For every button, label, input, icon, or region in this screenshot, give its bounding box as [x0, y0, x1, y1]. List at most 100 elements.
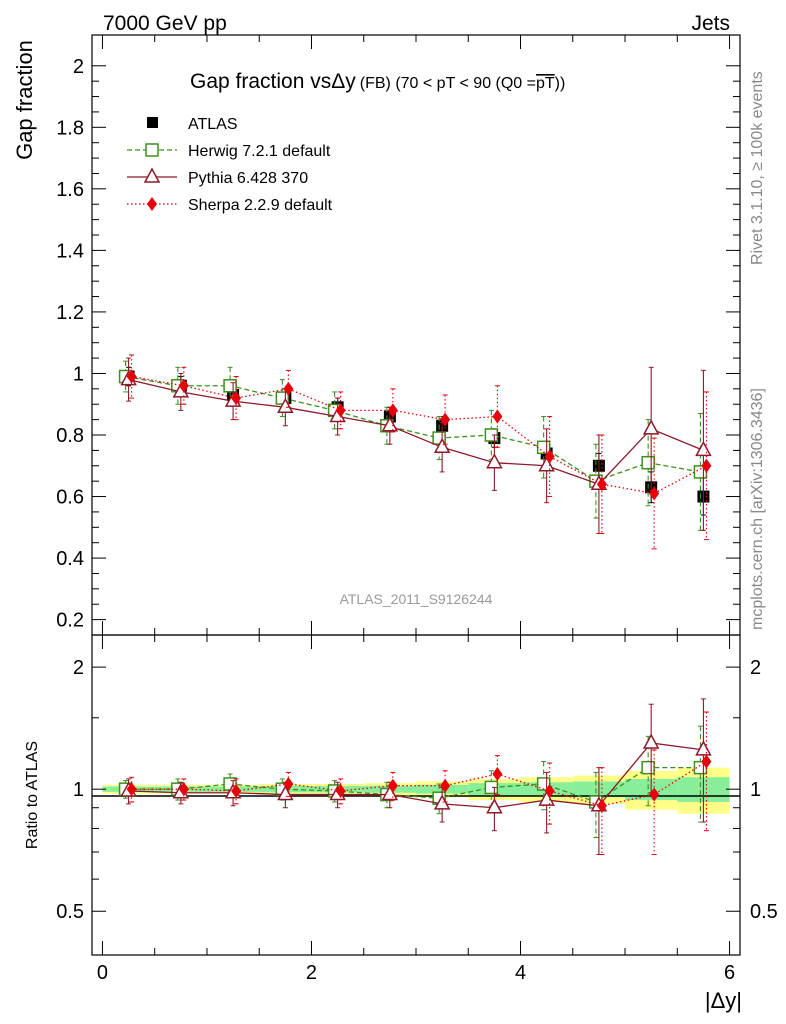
main-chart-title: Gap fraction vsΔy (FB) (70 < pT < 90 (Q0 …: [190, 70, 565, 93]
main-sherpa-point: [492, 409, 503, 424]
main-y-axis-label: Gap fraction: [12, 40, 37, 160]
main-panel: Gap fraction 0.20.40.60.811.21.41.61.82 …: [12, 34, 741, 636]
ratio-pythia-line: [128, 742, 704, 809]
ratio-sherpa-point: [492, 766, 503, 781]
ratio-sherpa-point: [440, 778, 451, 793]
x-axis-label: |Δy|: [705, 988, 742, 1013]
legend-entry-herwig: Herwig 7.2.1 default: [127, 143, 331, 160]
legend-herwig-marker: [145, 143, 159, 157]
ratio-series-group: [118, 698, 712, 856]
main-pythia-point: [538, 456, 555, 472]
main-sherpa-point: [283, 381, 294, 396]
ratio-plot-frame: [91, 634, 741, 956]
ratio-sherpa-point: [387, 778, 398, 793]
x-tick-label: 4: [515, 962, 526, 984]
main-pythia-point: [486, 453, 503, 469]
ratio-y-tick-label-right: 0.5: [750, 901, 778, 923]
ratio-pythia-point: [486, 798, 503, 814]
ratio-sherpa-line: [131, 760, 707, 807]
legend-atlas-marker: [147, 117, 158, 128]
main-pythia-point: [642, 419, 660, 435]
main-sherpa-point: [649, 486, 660, 501]
header-process-label: Jets: [691, 12, 730, 35]
title-selection-text: (FB) (70 < pT < 90 (Q0 =: [360, 75, 536, 92]
title-main-text: Gap fraction vs: [190, 70, 331, 93]
main-pythia-point: [381, 416, 399, 432]
title-delta-y: Δy: [331, 70, 356, 93]
ratio-axis-ticks: 0.5 0.5 1 1 2 2 0 2 4 6: [56, 635, 778, 984]
mcplots-label: mcplots.cern.ch [arXiv:1306.3436]: [749, 388, 766, 630]
ratio-y-axis-label: Ratio to ATLAS: [24, 741, 41, 849]
ratio-y-tick-label-left: 0.5: [56, 901, 84, 923]
legend-sherpa-marker: [147, 197, 157, 211]
main-y-tick-label: 1: [73, 363, 84, 385]
x-tick-label: 0: [97, 962, 108, 984]
x-tick-label: 6: [724, 962, 735, 984]
main-plot-area-background: [92, 35, 740, 635]
main-sherpa-point: [544, 449, 555, 464]
main-sherpa-point: [387, 403, 398, 418]
ratio-sherpa-point: [701, 754, 712, 769]
legend-entry-sherpa: Sherpa 2.2.9 default: [127, 197, 333, 214]
analysis-watermark: ATLAS_2011_S9126244: [340, 591, 493, 607]
legend: ATLAS Herwig 7.2.1 default Pythia 6.428 …: [127, 116, 333, 214]
legend-atlas-label: ATLAS: [188, 116, 238, 133]
ratio-panel: Ratio to ATLAS 0.5 0.5 1 1 2 2 0 2 4 6 |Δy|: [24, 634, 778, 1013]
ratio-uncertainty-bands: [102, 767, 730, 814]
header-energy-label: 7000 GeV pp: [103, 12, 227, 35]
main-axis-ticks: 0.2 0.4 0.6 0.8 1 1.2 1.4 1.6 1.8 2: [56, 35, 740, 635]
main-series-group: [118, 354, 712, 550]
legend-sherpa-label: Sherpa 2.2.9 default: [188, 197, 333, 214]
ratio-y-tick-label-right: 2: [750, 657, 761, 679]
main-y-tick-label: 1.8: [56, 117, 84, 139]
main-y-tick-label: 1.6: [56, 179, 84, 201]
legend-pythia-marker: [143, 167, 161, 183]
ratio-series-sherpa: [126, 711, 712, 856]
ratio-y-tick-label-right: 1: [750, 779, 761, 801]
ratio-herwig-line: [125, 767, 701, 803]
ratio-sherpa-point: [178, 782, 189, 797]
main-sherpa-point: [335, 403, 346, 418]
ratio-sherpa-point: [283, 776, 294, 791]
main-pythia-point: [433, 437, 451, 454]
main-y-tick-label: 0.2: [56, 610, 84, 632]
main-pythia-line: [128, 378, 704, 485]
main-y-tick-label: 0.6: [56, 487, 84, 509]
main-y-tick-label: 1.2: [56, 302, 84, 324]
main-herwig-point: [641, 455, 655, 470]
x-tick-label: 2: [306, 962, 317, 984]
main-y-tick-label: 2: [73, 56, 84, 78]
ratio-sherpa-point: [649, 787, 660, 802]
ratio-herwig-point: [641, 760, 655, 775]
main-sherpa-point: [701, 458, 712, 473]
main-sherpa-point: [178, 378, 189, 393]
main-sherpa-point: [126, 369, 137, 384]
legend-herwig-label: Herwig 7.2.1 default: [188, 143, 331, 160]
ratio-sherpa-point: [126, 782, 137, 797]
ratio-sherpa-point: [544, 783, 555, 798]
ratio-pythia-point: [538, 790, 555, 806]
main-sherpa-point: [596, 477, 607, 492]
ratio-sherpa-point: [231, 783, 242, 798]
main-herwig-point: [223, 379, 237, 393]
main-y-tick-label: 0.8: [56, 425, 84, 447]
ratio-y-tick-label-left: 1: [73, 779, 84, 801]
ratio-pythia-point: [695, 740, 712, 756]
legend-entry-pythia: Pythia 6.428 370: [127, 167, 308, 187]
main-y-tick-label: 0.4: [56, 548, 84, 570]
title-pt-bar: pT: [536, 75, 555, 92]
ratio-y-tick-label-left: 2: [73, 657, 84, 679]
ratio-pythia-point: [642, 733, 660, 749]
main-y-tick-label: 1.4: [56, 240, 84, 262]
rivet-version-label: Rivet 3.1.10, ≥ 100k events: [749, 71, 766, 265]
legend-pythia-label: Pythia 6.428 370: [188, 170, 308, 187]
main-series-sherpa: [126, 354, 712, 550]
ratio-sherpa-point: [596, 798, 607, 813]
main-pythia-point: [277, 397, 294, 414]
title-close-text: )): [555, 75, 566, 92]
legend-entry-atlas: ATLAS: [147, 116, 238, 133]
ratio-sherpa-point: [335, 783, 346, 798]
main-sherpa-point: [231, 391, 242, 406]
main-sherpa-point: [440, 412, 451, 427]
